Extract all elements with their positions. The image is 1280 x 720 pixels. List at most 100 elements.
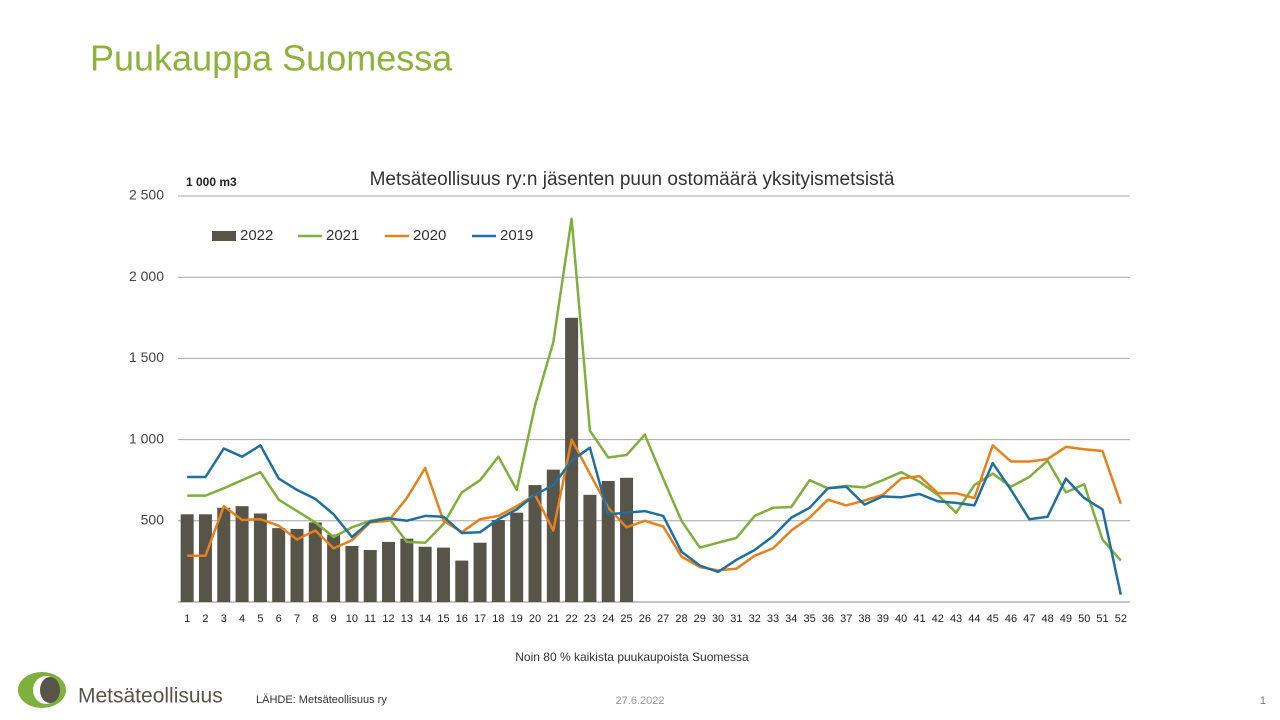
x-tick-label: 29 [694, 613, 706, 625]
bar [455, 560, 469, 602]
x-tick-label: 50 [1078, 613, 1090, 625]
bar [217, 507, 231, 602]
x-tick-label: 10 [346, 613, 358, 625]
x-tick-label: 3 [221, 613, 227, 625]
x-tick-label: 39 [877, 613, 889, 625]
x-tick-label: 7 [294, 613, 300, 625]
bar [436, 547, 450, 602]
x-tick-label: 31 [730, 613, 742, 625]
x-tick-label: 12 [382, 613, 394, 625]
bar [510, 512, 524, 602]
legend-label: 2019 [500, 227, 533, 244]
bar [272, 528, 286, 602]
x-tick-label: 30 [712, 613, 724, 625]
x-tick-label: 26 [639, 613, 651, 625]
x-tick-label: 14 [419, 613, 431, 625]
bar [583, 494, 597, 602]
bar [491, 519, 505, 602]
x-tick-label: 2 [202, 613, 208, 625]
x-tick-label: 16 [456, 613, 468, 625]
line [187, 438, 1122, 572]
x-tick-label: 35 [803, 613, 815, 625]
legend-swatch [212, 231, 236, 241]
line [187, 444, 1123, 595]
x-tick-label: 15 [437, 613, 449, 625]
y-tick-label: 2 000 [129, 268, 164, 284]
x-tick-label: 24 [602, 613, 614, 625]
x-tick-label: 23 [584, 613, 596, 625]
x-tick-label: 32 [749, 613, 761, 625]
x-tick-label: 13 [401, 613, 413, 625]
y-tick-label: 500 [141, 512, 165, 528]
x-tick-label: 1 [184, 613, 190, 625]
x-tick-label: 4 [239, 613, 245, 625]
bar [180, 514, 194, 602]
x-note: Noin 80 % kaikista puukaupoista Suomessa [515, 650, 749, 664]
x-tick-label: 51 [1096, 613, 1108, 625]
x-tick-label: 36 [822, 613, 834, 625]
x-tick-label: 22 [565, 613, 577, 625]
bar [620, 477, 634, 602]
line [187, 217, 1122, 562]
bar [528, 485, 542, 602]
x-tick-label: 9 [331, 613, 337, 625]
bar [290, 528, 304, 602]
x-tick-label: 27 [657, 613, 669, 625]
x-tick-label: 8 [312, 613, 318, 625]
x-tick-label: 48 [1041, 613, 1053, 625]
x-tick-label: 18 [492, 613, 504, 625]
x-tick-label: 19 [511, 613, 523, 625]
bar [253, 513, 267, 602]
logo-text: Metsäteollisuus [78, 685, 223, 708]
y-tick-label: 1 000 [129, 430, 164, 446]
bar [235, 506, 249, 602]
x-tick-label: 33 [767, 613, 779, 625]
page-number: 1 [1260, 695, 1266, 707]
bar [308, 522, 322, 602]
legend-label: 2021 [326, 227, 359, 244]
x-tick-label: 40 [895, 613, 907, 625]
bar [345, 545, 359, 602]
x-tick-label: 11 [365, 613, 376, 625]
chart-title: Metsäteollisuus ry:n jäsenten puun ostom… [370, 169, 895, 190]
y-unit: 1 000 m3 [186, 175, 237, 189]
slide-title: Puukauppa Suomessa [90, 38, 453, 79]
bar [546, 469, 560, 602]
legend-label: 2022 [240, 227, 273, 244]
x-tick-label: 5 [257, 613, 263, 625]
logo [18, 672, 66, 708]
x-tick-label: 49 [1060, 613, 1072, 625]
x-tick-label: 45 [987, 613, 999, 625]
bar [327, 534, 341, 602]
x-tick-label: 42 [932, 613, 944, 625]
source: LÄHDE: Metsäteollisuus ry [256, 694, 387, 706]
bar [473, 542, 487, 602]
bar [400, 538, 414, 602]
bar [418, 546, 432, 602]
x-tick-label: 47 [1023, 613, 1035, 625]
x-tick-label: 17 [474, 613, 486, 625]
date: 27.6.2022 [616, 695, 665, 707]
bar [382, 541, 396, 602]
bar [198, 514, 212, 602]
y-tick-label: 2 500 [129, 187, 164, 203]
logo-mark [40, 677, 60, 703]
bar [363, 550, 377, 602]
x-tick-label: 25 [620, 613, 632, 625]
x-tick-label: 44 [968, 613, 980, 625]
x-tick-label: 28 [675, 613, 687, 625]
x-tick-label: 41 [913, 613, 925, 625]
x-tick-label: 20 [529, 613, 541, 625]
x-tick-label: 38 [858, 613, 870, 625]
x-tick-label: 52 [1115, 613, 1127, 625]
x-tick-label: 37 [840, 613, 852, 625]
x-tick-label: 43 [950, 613, 962, 625]
x-tick-label: 34 [785, 613, 797, 625]
x-tick-label: 6 [276, 613, 282, 625]
x-tick-label: 21 [547, 613, 559, 625]
x-tick-label: 46 [1005, 613, 1017, 625]
y-tick-label: 1 500 [129, 349, 164, 365]
legend-label: 2020 [413, 227, 446, 244]
